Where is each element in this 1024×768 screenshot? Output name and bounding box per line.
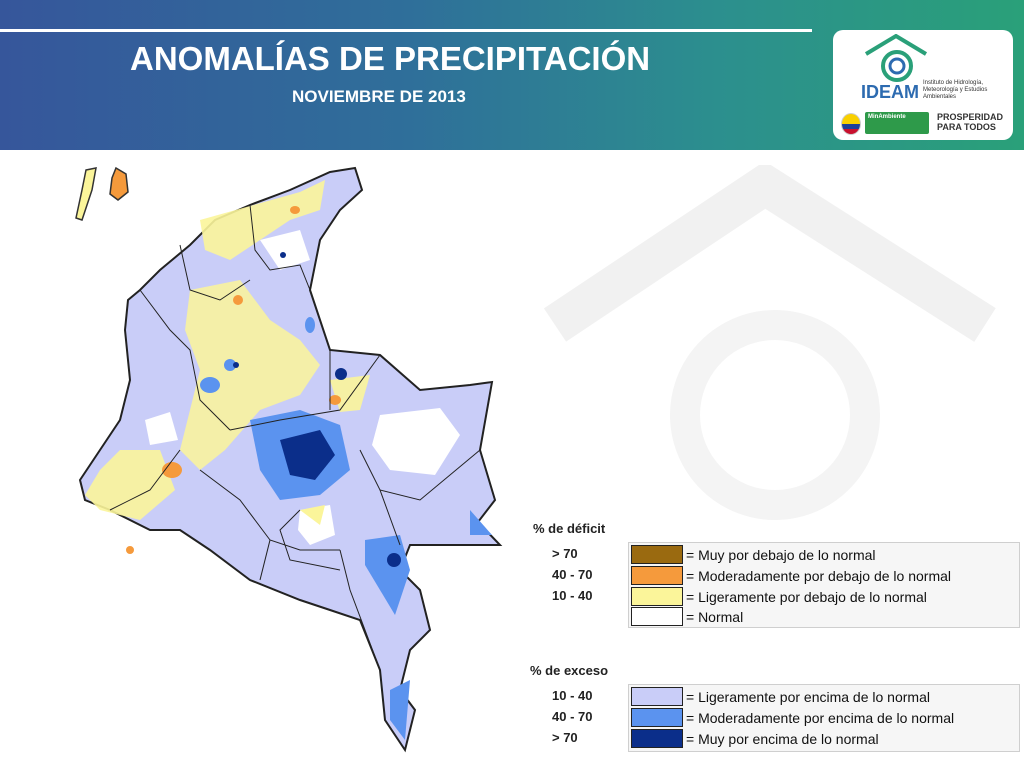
moderate-excess-east: [470, 510, 492, 535]
moderate-excess-spot: [305, 317, 315, 333]
department-boundaries: [109, 204, 481, 671]
legend-label-excess-moderate: = Moderadamente por encima de lo normal: [686, 709, 955, 726]
deficit-range-3: 10 - 40: [552, 588, 593, 603]
legend-row-excess-moderate: = Moderadamente por encima de lo normal: [629, 707, 954, 728]
providencia-island: [109, 166, 129, 201]
strong-excess-spot: [335, 368, 347, 380]
deficit-legend-heading: % de déficit: [533, 521, 606, 536]
precipitation-anomaly-map: [75, 166, 503, 753]
swatch-deficit-moderate: [631, 566, 683, 585]
strong-excess-spot: [233, 362, 239, 368]
moderate-excess-spot: [224, 359, 236, 371]
deficit-range-1: > 70: [552, 546, 578, 561]
slight-deficit-caribbean: [200, 180, 325, 260]
institution-logos: IDEAM Instituto de Hidrología, Meteorolo…: [833, 30, 1013, 140]
strong-excess-central: [280, 430, 335, 480]
moderate-deficit-spot: [329, 395, 341, 405]
excess-range-1: 10 - 40: [552, 688, 593, 703]
moderate-deficit-spot: [233, 295, 243, 305]
legend-label-deficit-moderate: = Moderadamente por debajo de lo normal: [686, 567, 952, 584]
san-andres-island: [75, 167, 97, 221]
legend-label-normal: = Normal: [686, 608, 744, 625]
legend-row-normal: = Normal: [629, 606, 743, 627]
normal-region-north: [260, 230, 310, 270]
strong-excess-spot: [280, 252, 286, 258]
slight-deficit-andes: [180, 280, 320, 470]
ideam-name: IDEAM: [861, 82, 919, 102]
moderate-deficit-spot: [290, 206, 300, 214]
swatch-excess-moderate: [631, 708, 683, 727]
excess-range-3: > 70: [552, 730, 578, 745]
watermark-logo-icon: [543, 165, 996, 520]
swatch-deficit-strong: [631, 545, 683, 564]
deficit-range-2: 40 - 70: [552, 567, 593, 582]
swatch-excess-strong: [631, 729, 683, 748]
legend-row-deficit-strong: = Muy por debajo de lo normal: [629, 544, 876, 565]
slight-deficit-pacific: [85, 450, 175, 520]
legend-row-deficit-moderate: = Moderadamente por debajo de lo normal: [629, 565, 951, 586]
slight-deficit-llanos: [300, 505, 325, 525]
legend-label-deficit-strong: = Muy por debajo de lo normal: [686, 546, 876, 563]
swatch-normal: [631, 607, 683, 626]
legend-row-deficit-slight: = Ligeramente por debajo de lo normal: [629, 586, 927, 607]
normal-region-llanos: [372, 408, 460, 475]
normal-region-west: [145, 412, 178, 445]
moderate-deficit-spot: [162, 462, 182, 478]
legend-row-excess-strong: = Muy por encima de lo normal: [629, 728, 879, 749]
prosperidad-logo: PROSPERIDAD PARA TODOS: [937, 112, 1004, 132]
swatch-excess-slight: [631, 687, 683, 706]
moderate-excess-spot: [200, 377, 220, 393]
excess-range-2: 40 - 70: [552, 709, 593, 724]
swatch-deficit-slight: [631, 587, 683, 606]
ministry-logo: MinAmbiente: [865, 112, 929, 134]
moderate-excess-amazon: [390, 680, 410, 740]
colombia-seal-icon: [841, 113, 861, 135]
legend-label-excess-strong: = Muy por encima de lo normal: [686, 730, 879, 747]
excess-legend: = Ligeramente por encima de lo normal = …: [628, 684, 1020, 752]
moderate-deficit-spot: [126, 546, 134, 554]
page-subtitle: NOVIEMBRE DE 2013: [292, 87, 466, 106]
page-title: ANOMALÍAS DE PRECIPITACIÓN: [130, 40, 651, 77]
ideam-logo-icon: [864, 34, 928, 82]
strong-excess-spot: [387, 553, 401, 567]
legend-row-excess-slight: = Ligeramente por encima de lo normal: [629, 686, 930, 707]
normal-region-south: [290, 635, 325, 680]
legend-label-deficit-slight: = Ligeramente por debajo de lo normal: [686, 588, 927, 605]
legend-label-excess-slight: = Ligeramente por encima de lo normal: [686, 688, 930, 705]
deficit-legend: = Muy por debajo de lo normal = Moderada…: [628, 542, 1020, 628]
excess-legend-heading: % de exceso: [530, 663, 609, 678]
ideam-description: Instituto de Hidrología, Meteorología y …: [923, 80, 988, 100]
header-divider-line: [0, 29, 812, 32]
